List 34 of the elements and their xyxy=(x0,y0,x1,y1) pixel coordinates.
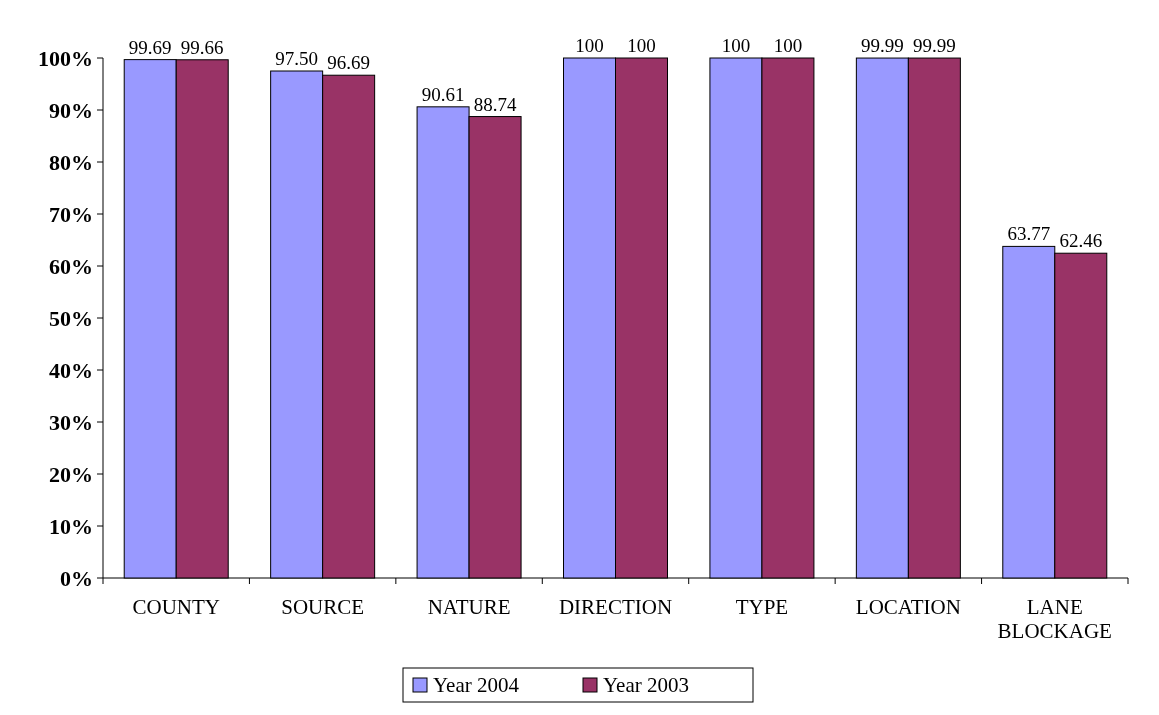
y-tick-label: 50% xyxy=(49,305,93,331)
data-label: 88.74 xyxy=(473,93,517,115)
legend-label: Year 2003 xyxy=(603,673,689,698)
y-tick-label: 70% xyxy=(49,201,93,227)
y-tick-label: 60% xyxy=(49,253,93,279)
y-tick-label: 100% xyxy=(38,45,93,71)
data-label: 63.77 xyxy=(1007,223,1051,245)
y-tick-label: 0% xyxy=(60,565,93,591)
legend-label: Year 2004 xyxy=(433,673,520,698)
y-tick-label: 30% xyxy=(49,409,93,435)
data-label: 99.66 xyxy=(180,36,224,58)
x-tick-label: NATURE xyxy=(427,595,511,619)
y-tick-label: 20% xyxy=(49,461,93,487)
data-label: 99.99 xyxy=(912,35,956,57)
x-tick-label: DIRECTION xyxy=(558,595,673,619)
y-tick-label: 90% xyxy=(49,97,93,123)
x-tick-label: TYPE xyxy=(735,595,789,619)
data-label: 100 xyxy=(627,35,656,56)
x-tick-label: SOURCE xyxy=(281,595,365,619)
data-label: 99.99 xyxy=(860,35,904,57)
data-label: 96.69 xyxy=(327,52,371,74)
y-tick-label: 40% xyxy=(49,357,93,383)
data-label: 99.69 xyxy=(128,36,172,58)
x-tick-label: COUNTY xyxy=(132,595,220,619)
y-tick-label: 80% xyxy=(49,149,93,175)
x-tick-label: LOCATION xyxy=(855,595,961,619)
data-label: 100 xyxy=(773,35,803,56)
data-label: 100 xyxy=(721,35,751,56)
data-label: 100 xyxy=(575,35,604,56)
y-tick-label: 10% xyxy=(49,513,93,539)
x-tick-label: LANE BLOCKAGE xyxy=(997,595,1112,643)
data-label: 97.50 xyxy=(275,48,319,69)
data-label: 90.61 xyxy=(421,83,465,105)
data-label: 62.46 xyxy=(1059,230,1103,252)
